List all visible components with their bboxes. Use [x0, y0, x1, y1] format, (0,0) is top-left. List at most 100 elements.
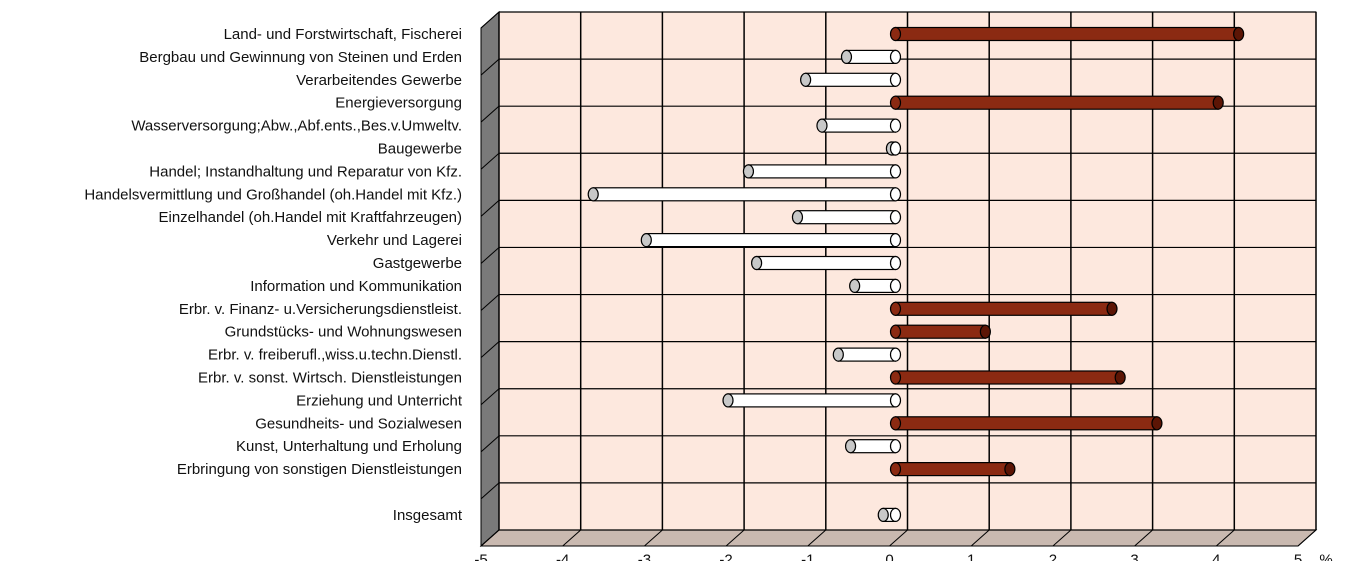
- bar-base-cap: [889, 72, 902, 87]
- category-label: Einzelhandel (oh.Handel mit Kraftfahrzeu…: [158, 209, 462, 226]
- bar-body: [747, 164, 897, 179]
- bar-base-cap: [889, 233, 902, 248]
- category-label: Verkehr und Lagerei: [327, 232, 462, 249]
- bar: [889, 301, 1118, 316]
- bar-base-cap: [889, 507, 902, 523]
- category-label: Erbringung von sonstigen Dienstleistunge…: [177, 461, 462, 478]
- bar-end-cap: [877, 507, 889, 523]
- bar-base-cap: [889, 393, 902, 408]
- bar: [889, 416, 1163, 431]
- bar: [722, 393, 902, 408]
- grid-line-floor: [1134, 529, 1153, 547]
- grid-line-floor: [725, 529, 745, 547]
- grid-line-left-wall: [480, 11, 500, 29]
- category-label: Erziehung und Unterricht: [296, 392, 463, 409]
- bar-base-cap: [889, 26, 902, 42]
- bar: [751, 255, 902, 271]
- bar-base-cap: [889, 301, 902, 316]
- category-label: Bergbau und Gewinnung von Steinen und Er…: [139, 49, 462, 66]
- grid-line-left-wall: [480, 105, 500, 123]
- x-tick-label: 4: [1212, 551, 1220, 561]
- bar-base-cap: [889, 416, 902, 431]
- bar-end-cap: [816, 118, 828, 133]
- bar-body: [894, 324, 986, 339]
- bar: [800, 72, 902, 87]
- bar-body: [756, 255, 897, 271]
- grid-line-left-wall: [480, 529, 500, 547]
- bar-end-cap: [1114, 370, 1126, 385]
- bar-base-cap: [889, 370, 902, 385]
- category-label: Gastgewerbe: [373, 255, 462, 272]
- bar: [844, 439, 902, 454]
- x-tick-label: -5: [474, 551, 487, 561]
- bar-body: [592, 187, 897, 202]
- bar-body: [894, 416, 1158, 431]
- bar-end-cap: [722, 393, 734, 408]
- category-label: Baugewerbe: [378, 140, 462, 157]
- bars: [587, 26, 1245, 523]
- grid-line-left-wall: [480, 152, 500, 170]
- x-tick-label: -2: [719, 551, 732, 561]
- bar-end-cap: [1233, 26, 1245, 42]
- bar: [832, 347, 902, 362]
- x-tick-label: -4: [556, 551, 569, 561]
- grid-line-floor: [1297, 529, 1317, 547]
- grid-line-floor: [1052, 529, 1072, 547]
- grid-line-floor: [889, 529, 908, 547]
- grid-line-left-wall: [480, 294, 500, 311]
- grid-line-floor: [807, 529, 827, 547]
- x-tick-label: -1: [801, 551, 814, 561]
- x-axis-unit: %: [1319, 551, 1332, 561]
- x-tick-label: -3: [638, 551, 651, 561]
- bar-end-cap: [844, 439, 857, 454]
- category-label: Handelsvermittlung und Großhandel (oh.Ha…: [84, 186, 462, 203]
- bar-body: [645, 233, 897, 248]
- bar: [587, 187, 902, 202]
- bar-base-cap: [889, 324, 902, 339]
- bar-body: [837, 347, 897, 362]
- bar-body: [796, 210, 897, 225]
- bar-end-cap: [840, 49, 853, 65]
- bar: [791, 210, 902, 225]
- bar-body: [894, 26, 1240, 42]
- bar-end-cap: [640, 233, 652, 248]
- bar-end-cap: [979, 324, 991, 339]
- grid-line-floor: [562, 529, 582, 547]
- bar-base-cap: [889, 49, 902, 65]
- bar: [877, 507, 902, 523]
- bar-body: [821, 118, 897, 133]
- grid-line-left-wall: [480, 341, 500, 359]
- bar-body: [894, 462, 1011, 477]
- bar: [889, 370, 1126, 385]
- bar: [816, 118, 902, 133]
- category-label: Energieversorgung: [335, 95, 462, 112]
- bar: [840, 49, 902, 65]
- category-label: Verarbeitendes Gewerbe: [296, 72, 462, 89]
- bar-base-cap: [889, 95, 902, 110]
- category-label: Handel; Instandhaltung und Reparatur von…: [149, 163, 462, 180]
- grid-line-left-wall: [480, 199, 500, 217]
- bar: [889, 26, 1245, 42]
- grid-line-floor: [970, 529, 990, 547]
- bar-end-cap: [1151, 416, 1163, 431]
- grid-line-floor: [1215, 529, 1235, 547]
- bar-end-cap: [751, 255, 763, 271]
- bar: [885, 141, 902, 156]
- grid-line-floor: [644, 529, 663, 547]
- x-tick-label: 1: [967, 551, 975, 561]
- grid-line-left-wall: [480, 58, 500, 76]
- left-wall: [480, 10, 500, 548]
- grid-line-left-wall: [480, 388, 500, 406]
- category-label: Erbr. v. freiberufl.,wiss.u.techn.Dienst…: [208, 347, 462, 364]
- bar-base-cap: [889, 141, 902, 156]
- bar-body: [894, 370, 1121, 385]
- bar-end-cap: [742, 164, 755, 179]
- bar-base-cap: [889, 278, 902, 293]
- bar-base-cap: [889, 118, 902, 133]
- bar-body: [727, 393, 897, 408]
- bar-body: [805, 72, 897, 87]
- category-labels: Land- und Forstwirtschaft, Fischerei Berg…: [84, 26, 463, 524]
- bar-body: [849, 439, 897, 454]
- category-label: Information und Kommunikation: [250, 278, 462, 295]
